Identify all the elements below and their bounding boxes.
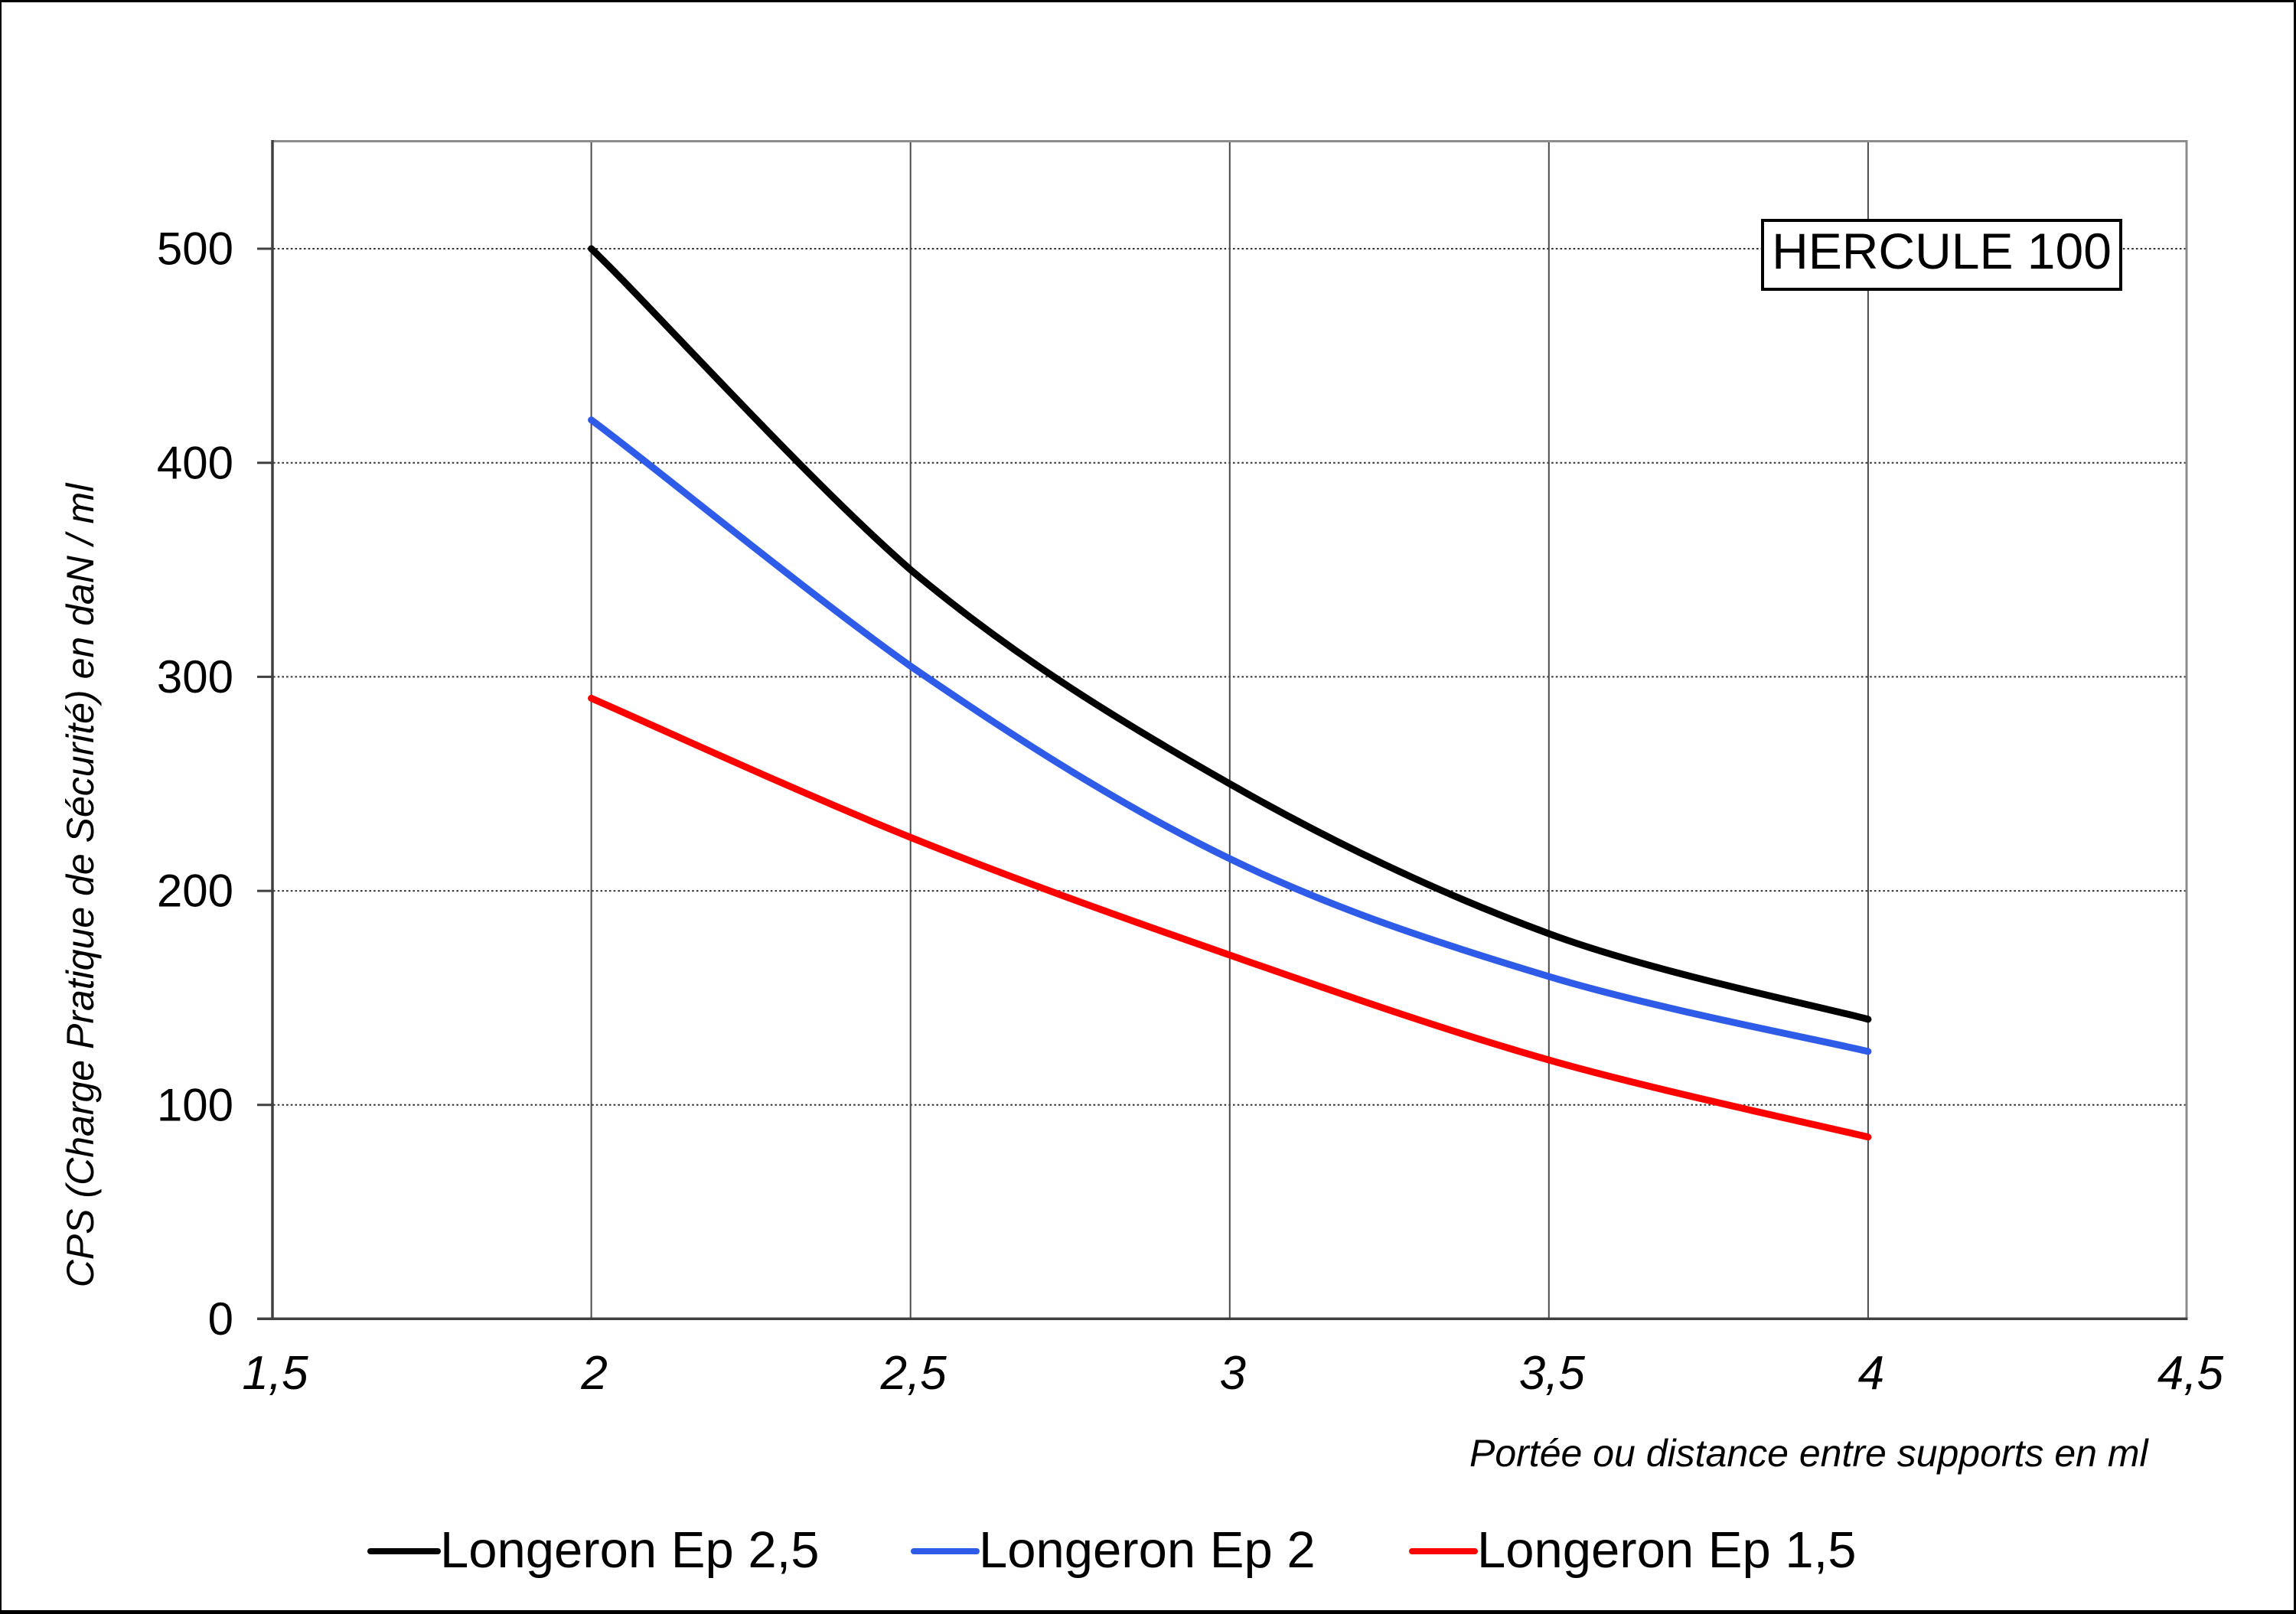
svg-text:2,5: 2,5 xyxy=(880,1347,947,1400)
svg-text:500: 500 xyxy=(157,223,233,275)
svg-text:3: 3 xyxy=(1220,1347,1246,1400)
svg-text:100: 100 xyxy=(157,1079,233,1130)
svg-text:4: 4 xyxy=(1858,1347,1884,1400)
svg-text:2: 2 xyxy=(580,1347,607,1400)
svg-text:0: 0 xyxy=(208,1293,233,1345)
svg-text:200: 200 xyxy=(157,866,233,917)
svg-text:Portée ou distance entre suppo: Portée ou distance entre supports en ml xyxy=(1469,1432,2150,1475)
svg-text:4,5: 4,5 xyxy=(2157,1347,2224,1400)
svg-text:3,5: 3,5 xyxy=(1519,1347,1586,1400)
svg-text:300: 300 xyxy=(157,651,233,703)
svg-text:HERCULE 100: HERCULE 100 xyxy=(1772,223,2112,279)
svg-text:CPS (Charge Pratique de Sécuri: CPS (Charge Pratique de Sécurité) en daN… xyxy=(59,482,102,1287)
svg-text:400: 400 xyxy=(157,437,233,488)
svg-text:1,5: 1,5 xyxy=(242,1347,308,1400)
svg-text:Longeron Ep 1,5: Longeron Ep 1,5 xyxy=(1477,1521,1856,1579)
svg-text:Longeron Ep 2: Longeron Ep 2 xyxy=(979,1521,1316,1579)
svg-text:Longeron Ep 2,5: Longeron Ep 2,5 xyxy=(440,1521,819,1579)
